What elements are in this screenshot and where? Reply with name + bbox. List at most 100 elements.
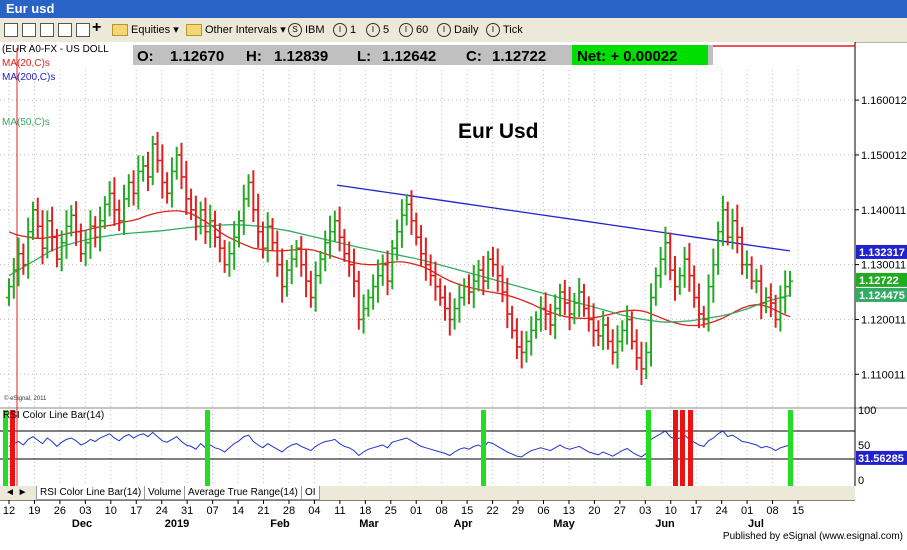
x-month-label: Dec: [72, 518, 92, 530]
ma20-line: [8, 210, 791, 327]
x-tick-label: 29: [512, 505, 524, 517]
x-tick-label: 08: [766, 505, 778, 517]
rsi-green-bar: [3, 410, 8, 486]
rsi-green-bar: [646, 410, 651, 486]
interval-icon: I: [366, 23, 380, 38]
rsi-tick-label: 50: [858, 440, 870, 452]
x-tick-label: 22: [486, 505, 498, 517]
tab-volume[interactable]: Volume: [144, 486, 186, 500]
price-tag-ma200: 1.132317: [859, 247, 905, 259]
price-tag-ma50: 1.124475: [859, 290, 905, 302]
rsi-panel: 100 50 0 31.56285: [0, 405, 907, 487]
x-tick-label: 31: [181, 505, 193, 517]
save-icon[interactable]: [40, 22, 54, 38]
ohlc-bars: [6, 131, 793, 385]
copy-icon[interactable]: [76, 22, 90, 38]
page-icon[interactable]: [58, 22, 72, 38]
rsi-red-bar: [10, 410, 15, 486]
intervals-dropdown[interactable]: Other Intervals ▾: [186, 22, 286, 38]
interval-button-tick[interactable]: I Tick: [486, 22, 523, 38]
y-tick-label: 1.130011: [861, 260, 906, 272]
rsi-line: [8, 430, 791, 458]
x-month-label: Jul: [748, 518, 764, 530]
date-axis: 12 19 26 03 10 17 24 31 07 14 21 28 04 11 18 25 01 08 15 22…: [0, 499, 907, 545]
x-tick-label: 03: [639, 505, 651, 517]
interval-label: Tick: [503, 24, 523, 36]
x-tick-label: 13: [563, 505, 575, 517]
price-axis: 1.160012 1.150012 1.140011 1.130011 1.120011…: [854, 42, 907, 486]
rsi-red-bar: [688, 410, 693, 486]
x-month-label: Apr: [454, 518, 474, 530]
open-value: 1.12670: [170, 48, 224, 65]
x-tick-label: 04: [308, 505, 320, 517]
equities-dropdown[interactable]: Equities ▾: [112, 22, 179, 38]
folder-icon: [186, 24, 202, 37]
x-tick-label: 15: [461, 505, 473, 517]
symbol-button-ibm[interactable]: S IBM: [288, 22, 325, 38]
x-tick-label: 15: [792, 505, 804, 517]
rsi-tick-label: 0: [858, 475, 864, 487]
high-label: H:: [246, 48, 262, 65]
tab-atr[interactable]: Average True Range(14): [184, 486, 302, 500]
x-tick-label: 08: [436, 505, 448, 517]
x-month-label: Jun: [655, 518, 675, 530]
x-month-label: Feb: [270, 518, 290, 530]
x-tick-label: 18: [359, 505, 371, 517]
chart-icon[interactable]: [4, 22, 18, 38]
rsi-green-bar: [481, 410, 486, 486]
tab-rsi[interactable]: RSI Color Line Bar(14): [36, 486, 146, 500]
table-icon[interactable]: [22, 22, 36, 38]
high-value: 1.12839: [274, 48, 328, 65]
x-tick-label: 20: [588, 505, 600, 517]
x-axis-bg: [0, 500, 907, 545]
equities-label: Equities: [131, 24, 171, 36]
window-titlebar: Eur usd: [0, 0, 907, 18]
net-change: Net: + 0.00022: [577, 48, 677, 65]
x-tick-label: 10: [665, 505, 677, 517]
chart-area[interactable]: 100 50 0 31.56285 1.160012 1.150012 1.140011 1…: [0, 42, 907, 545]
y-tick-label: 1.110011: [861, 369, 905, 381]
ma50-line: [8, 223, 791, 323]
interval-button-daily[interactable]: I Daily: [437, 22, 478, 38]
interval-label: Daily: [454, 24, 479, 36]
price-tag-bg: [856, 287, 907, 302]
x-tick-label: 14: [232, 505, 244, 517]
x-month-label: May: [553, 518, 575, 530]
price-tag-close: 1.12722: [859, 275, 899, 287]
x-tick-label: 10: [105, 505, 117, 517]
x-tick-label: 25: [385, 505, 397, 517]
low-label: L:: [357, 48, 371, 65]
footer-credit: Published by eSignal (www.esignal.com): [722, 531, 903, 542]
rsi-value-label: 31.56285: [858, 453, 904, 465]
x-tick-label: 07: [206, 505, 218, 517]
rsi-value-bg: [856, 450, 907, 465]
x-tick-label: 27: [614, 505, 626, 517]
interval-button-60[interactable]: I 60: [399, 22, 428, 38]
folder-icon: [112, 24, 128, 37]
y-tick-label: 1.150012: [861, 150, 907, 162]
x-tick-label: 06: [537, 505, 549, 517]
plus-icon[interactable]: +: [92, 19, 102, 36]
x-tick-label: 17: [690, 505, 702, 517]
close-value: 1.12722: [492, 48, 546, 65]
rsi-green-bar: [205, 410, 210, 486]
ma20-legend: MA(20,C)s: [2, 58, 50, 69]
rsi-green-bar: [788, 410, 793, 486]
rsi-label: RSI Color Line Bar(14): [3, 410, 104, 421]
x-tick-label: 28: [283, 505, 295, 517]
chart-title: Eur Usd: [458, 120, 539, 143]
symbol-icon: S: [288, 23, 302, 38]
x-tick-label: 19: [28, 505, 40, 517]
tab-scroll-left[interactable]: ◄ ►: [5, 487, 28, 498]
tab-oi[interactable]: OI: [301, 486, 320, 500]
y-tick-label: 1.160012: [861, 95, 907, 107]
close-label: C:: [466, 48, 482, 65]
x-month-label: Mar: [359, 518, 379, 530]
x-tick-label: 03: [79, 505, 91, 517]
interval-label: 5: [383, 24, 390, 36]
symbol-label: (EUR A0-FX - US DOLL: [2, 44, 109, 55]
